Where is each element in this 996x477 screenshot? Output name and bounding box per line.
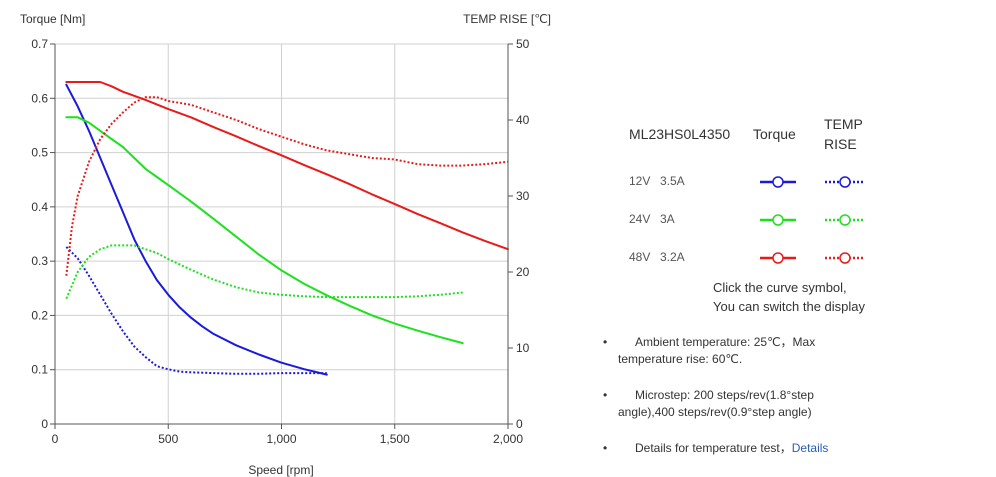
- left-tick-label: 0.3: [31, 254, 48, 268]
- x-tick-label: 0: [52, 432, 59, 446]
- left-tick-label: 0.5: [31, 146, 48, 160]
- x-tick-label: 1,000: [266, 432, 296, 446]
- temp-curve-symbol-12v[interactable]: [825, 174, 865, 190]
- temp-curve-symbol-48v[interactable]: [825, 250, 865, 266]
- right-tick-label: 10: [516, 341, 530, 355]
- x-tick-label: 2,000: [493, 432, 523, 446]
- right-tick-label: 20: [516, 265, 530, 279]
- notes-list: Ambient temperature: 25℃，Max temperature…: [603, 334, 848, 476]
- left-tick-label: 0.2: [31, 308, 48, 322]
- switch-display-hint: Click the curve symbol, You can switch t…: [713, 278, 933, 316]
- x-axis-label: Speed [rpm]: [248, 463, 313, 477]
- left-tick-label: 0.1: [31, 363, 48, 377]
- details-link[interactable]: Details: [791, 441, 829, 455]
- right-tick-label: 40: [516, 113, 530, 127]
- legend-current: 3.2A: [660, 250, 685, 264]
- left-tick-label: 0.6: [31, 91, 48, 105]
- torque-curve-symbol-48v[interactable]: [760, 250, 796, 266]
- legend-voltage: 24V: [629, 212, 651, 226]
- right-tick-label: 0: [516, 417, 523, 431]
- legend-voltage: 48V: [629, 250, 651, 264]
- chart-series: [65, 81, 509, 376]
- legend-torque-header: Torque: [753, 126, 796, 142]
- hint-line-1: Click the curve symbol,: [713, 280, 847, 295]
- right-tick-label: 50: [516, 37, 530, 51]
- hint-line-2: You can switch the display: [713, 299, 866, 314]
- left-tick-label: 0.7: [31, 37, 48, 51]
- legend-temp-header-1: TEMP: [824, 116, 863, 132]
- note-details-prefix: Details for temperature test，: [635, 441, 792, 455]
- note-ambient-temperature: Ambient temperature: 25℃，Max temperature…: [603, 334, 848, 368]
- torque-curve-symbol-24v[interactable]: [760, 212, 796, 228]
- legend-current: 3.5A: [660, 174, 685, 188]
- x-tick-label: 500: [158, 432, 178, 446]
- series-line-0: [65, 83, 328, 376]
- left-tick-label: 0.4: [31, 200, 48, 214]
- legend-model-name: ML23HS0L4350: [629, 126, 731, 142]
- x-tick-label: 1,500: [380, 432, 410, 446]
- note-temperature-test: Details for temperature test，Details: [603, 440, 848, 457]
- series-line-5: [65, 96, 509, 276]
- left-axis-label: Torque [Nm]: [20, 12, 85, 26]
- right-tick-label: 30: [516, 189, 530, 203]
- temp-curve-symbol-24v[interactable]: [825, 212, 865, 228]
- right-axis-label: TEMP RISE [℃]: [463, 12, 551, 26]
- legend-panel: ML23HS0L4350 Torque TEMP RISE 12V 3.5A 2…: [603, 0, 990, 477]
- series-line-2: [65, 116, 464, 345]
- legend-temp-header-2: RISE: [824, 136, 857, 152]
- series-line-3: [65, 244, 463, 299]
- series-line-1: [65, 246, 327, 375]
- legend-voltage: 12V: [629, 174, 651, 188]
- legend-current: 3A: [660, 212, 675, 226]
- left-tick-label: 0: [41, 417, 48, 431]
- series-line-4: [65, 81, 509, 251]
- chart-grid: [55, 43, 508, 425]
- note-microstep: Microstep: 200 steps/rev(1.8°step angle)…: [603, 387, 848, 421]
- torque-curve-symbol-12v[interactable]: [760, 174, 796, 190]
